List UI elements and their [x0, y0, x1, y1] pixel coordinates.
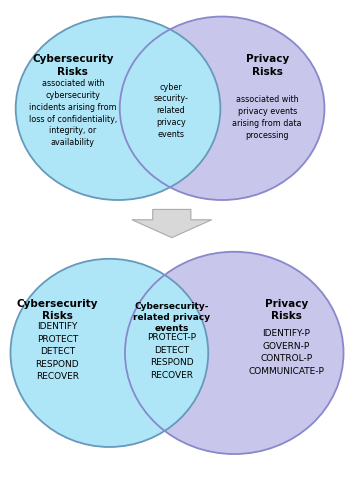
Ellipse shape — [120, 16, 324, 200]
Text: Privacy
Risks: Privacy Risks — [265, 299, 308, 321]
Text: IDENTIFY-P
GOVERN-P
CONTROL-P
COMMUNICATE-P: IDENTIFY-P GOVERN-P CONTROL-P COMMUNICAT… — [249, 329, 324, 376]
Ellipse shape — [16, 16, 220, 200]
Text: Cybersecurity-
related privacy
events: Cybersecurity- related privacy events — [133, 302, 210, 333]
Text: associated with
cybersecurity
incidents arising from
loss of confidentiality,
in: associated with cybersecurity incidents … — [29, 79, 117, 147]
Text: cyber
security-
related
privacy
events: cyber security- related privacy events — [153, 83, 188, 139]
Text: Privacy
Risks: Privacy Risks — [246, 54, 289, 77]
Text: PROTECT-P
DETECT
RESPOND
RECOVER: PROTECT-P DETECT RESPOND RECOVER — [147, 333, 196, 380]
Text: Cybersecurity
Risks: Cybersecurity Risks — [17, 299, 98, 321]
Text: Cybersecurity
Risks: Cybersecurity Risks — [32, 54, 114, 77]
Polygon shape — [132, 209, 212, 238]
Ellipse shape — [11, 259, 208, 447]
Text: associated with
privacy events
arising from data
processing: associated with privacy events arising f… — [233, 95, 302, 140]
Ellipse shape — [125, 252, 343, 454]
Text: IDENTIFY
PROTECT
DETECT
RESPOND
RECOVER: IDENTIFY PROTECT DETECT RESPOND RECOVER — [35, 323, 79, 381]
